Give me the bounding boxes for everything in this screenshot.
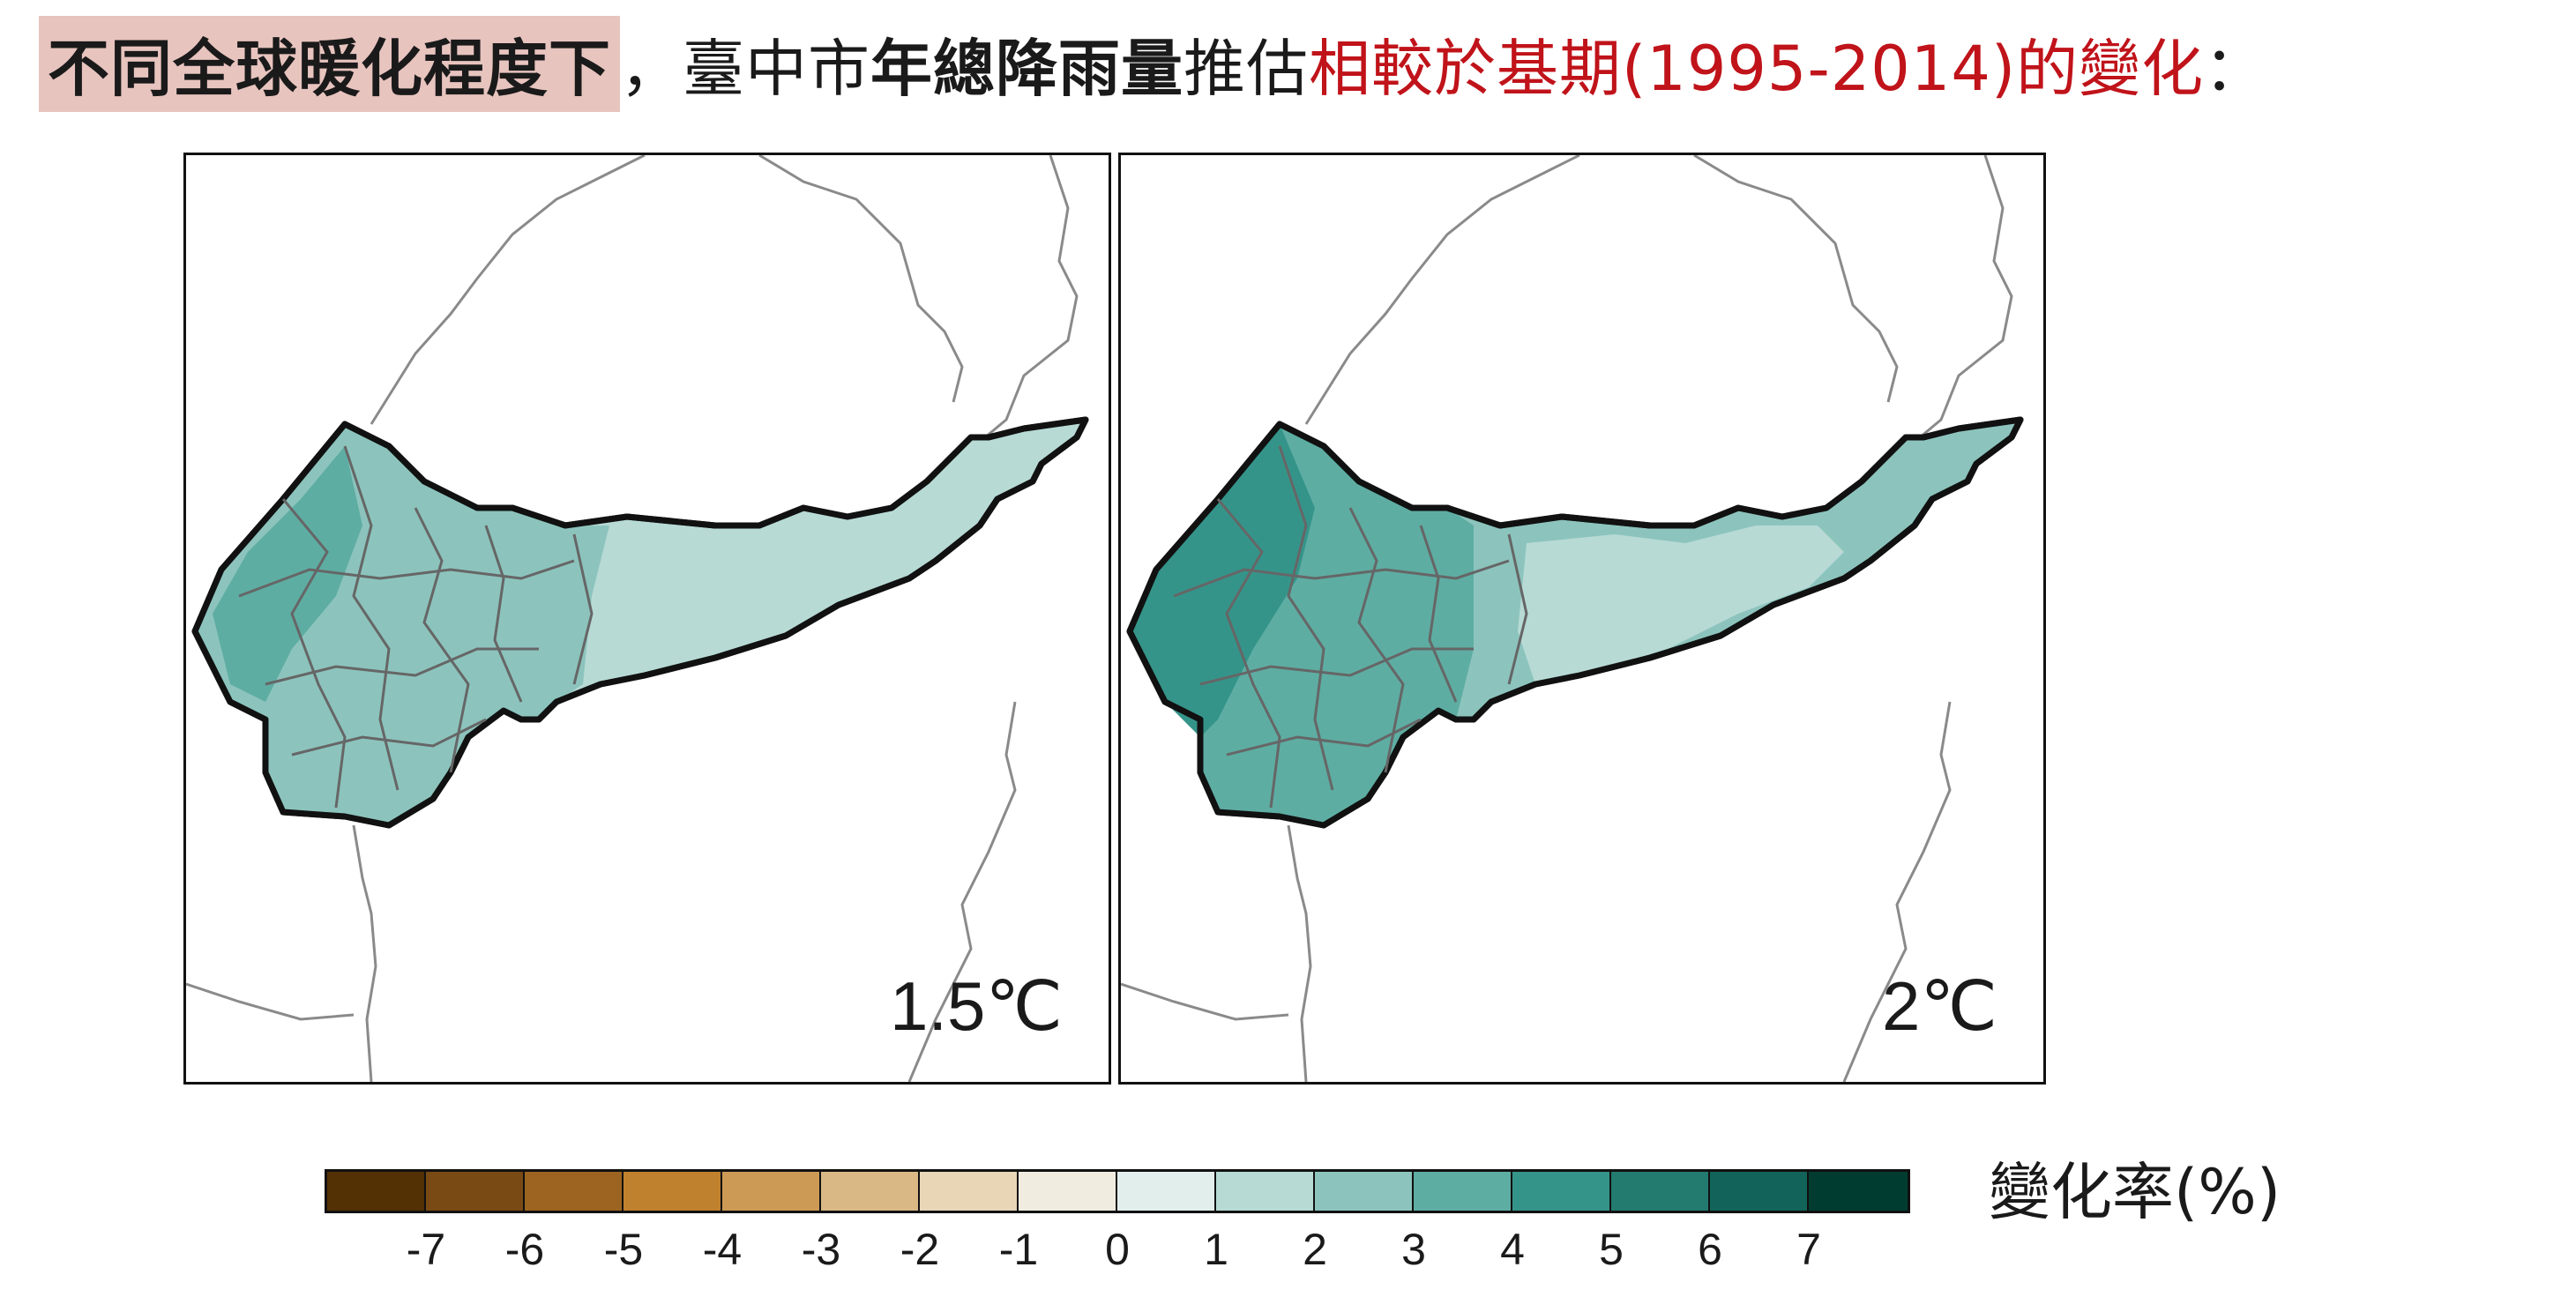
colorbar-ticks: -7 -6 -5 -4 -3 -2 -1 0 1 2 3 4 5 6 7	[325, 1224, 1824, 1277]
colorbar-title: 變化率(%)	[1989, 1156, 2281, 1228]
colorbar-swatch	[426, 1172, 525, 1211]
panel-label: 1.5℃	[889, 967, 1063, 1045]
colorbar-tick-label: 4	[1500, 1225, 1525, 1274]
panel-label: 2℃	[1882, 967, 1997, 1045]
colorbar-swatch	[1512, 1172, 1611, 1211]
title-bold: 年總降雨量	[870, 32, 1183, 105]
colorbar-tick-label: 5	[1599, 1225, 1624, 1274]
page-title: 不同全球暖化程度下 ，臺中市 年總降雨量 推估 相較於基期(1995-2014)…	[39, 15, 2266, 112]
colorbar-tick-label: -6	[504, 1225, 545, 1274]
title-part2: 推估	[1183, 32, 1309, 105]
colorbar-swatch	[920, 1172, 1019, 1211]
colorbar-tick-label: -5	[603, 1225, 644, 1274]
map-2c	[1121, 155, 2024, 1082]
colorbar-swatch	[1710, 1172, 1809, 1211]
colorbar-swatch	[525, 1172, 623, 1211]
colorbar-tick-label: 0	[1105, 1225, 1130, 1274]
colorbar-tick-label: -4	[702, 1225, 743, 1274]
colorbar-swatch	[1216, 1172, 1315, 1211]
colorbar-legend: -7 -6 -5 -4 -3 -2 -1 0 1 2 3 4 5 6 7	[325, 1169, 1910, 1274]
map-panel-2c: 2℃	[1118, 153, 2046, 1085]
title-end: ：	[2204, 32, 2267, 105]
colorbar-swatch	[327, 1172, 426, 1211]
colorbar-tick-label: -1	[998, 1225, 1039, 1274]
colorbar-tick-label: 2	[1303, 1225, 1327, 1274]
colorbar-tick-label: -2	[900, 1225, 940, 1274]
western-core	[1130, 424, 1315, 737]
western-core	[213, 446, 362, 702]
colorbar-swatch	[1611, 1172, 1710, 1211]
central-light-zone	[1518, 526, 1844, 684]
colorbar-swatch	[623, 1172, 722, 1211]
colorbar-tick-label: 3	[1401, 1225, 1426, 1274]
colorbar	[325, 1169, 1910, 1213]
colorbar-swatch	[1315, 1172, 1414, 1211]
colorbar-tick-label: 7	[1796, 1225, 1821, 1274]
colorbar-swatch	[1019, 1172, 1117, 1211]
colorbar-swatch	[821, 1172, 920, 1211]
colorbar-swatch	[722, 1172, 821, 1211]
colorbar-swatch	[1809, 1172, 1908, 1211]
map-1-5c	[186, 155, 1089, 1082]
district-boundaries	[238, 445, 594, 809]
colorbar-tick-label: -7	[406, 1225, 446, 1274]
neighbor-boundaries	[186, 155, 1079, 1082]
colorbar-swatch	[1414, 1172, 1512, 1211]
colorbar-swatch	[1117, 1172, 1216, 1211]
taichung-outline	[191, 416, 1089, 829]
map-panel-1-5c: 1.5℃	[183, 153, 1111, 1085]
neighbor-boundaries	[1121, 155, 2013, 1082]
title-red: 相較於基期(1995-2014)的變化	[1309, 32, 2205, 105]
colorbar-tick-label: -3	[801, 1225, 841, 1274]
district-boundaries	[1173, 445, 1528, 809]
colorbar-tick-label: 6	[1698, 1225, 1722, 1274]
taichung-outline	[1126, 416, 2024, 829]
title-highlight: 不同全球暖化程度下	[39, 15, 620, 112]
colorbar-tick-label: 1	[1204, 1225, 1228, 1274]
title-part1: ，臺中市	[620, 32, 870, 105]
